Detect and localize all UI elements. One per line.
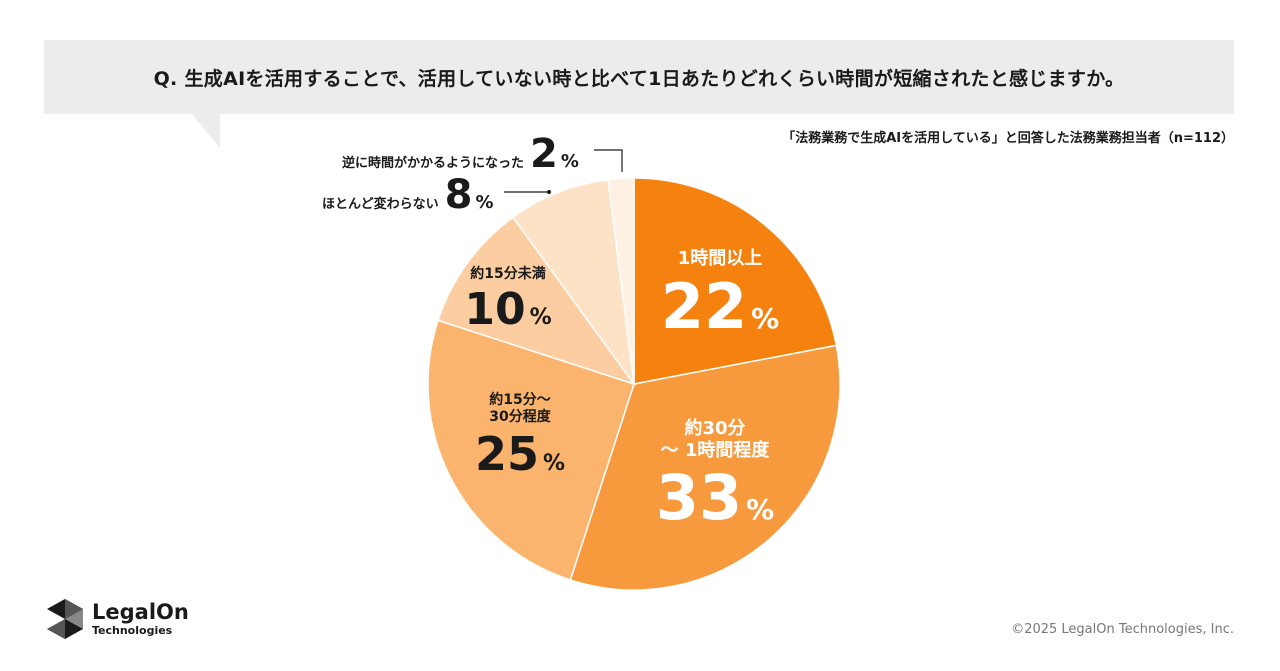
question-text: Q. 生成AIを活用することで、活用していない時と比べて1日あたりどれくらい時間… [153,67,1125,90]
pie-slice-4 [437,216,636,386]
slice-category: ほとんど変わらない [322,197,439,212]
slice-category-line1: 約15分～ [489,392,551,408]
pie-slice-2 [569,344,841,591]
slice-label-took-longer: 逆に時間がかかるようになった 2 % [342,134,579,174]
slice-value: 22% [660,269,780,343]
slice-category-line2: 30分程度 [489,408,551,425]
slice-label-no-change: ほとんど変わらない 8 % [322,175,494,215]
slice-category-line1: 約30分 [684,418,746,439]
slice-percent-sign: % [560,151,579,172]
slice-category-line2: ～ 1時間程度 [660,439,770,461]
company-logo: LegalOn Technologies [46,598,189,640]
slice-category: 1時間以上 [677,248,763,269]
slice-label-15m-30m: 約15分～ 30分程度 25% [445,392,595,478]
slice-label-30m-1h: 約30分 ～ 1時間程度 33% [630,418,800,530]
legalon-hexagon-logo-icon [47,599,83,639]
slice-percent-sign: % [475,192,494,213]
slice-value: 10% [464,283,552,335]
pie-slice-6 [607,177,635,385]
leader-dot-8 [547,190,551,194]
question-banner: Q. 生成AIを活用することで、活用していない時と比べて1日あたりどれくらい時間… [44,40,1234,114]
pie-slice-3 [427,319,635,581]
banner-tail [190,112,220,148]
logo-name: LegalOn [92,600,189,624]
leader-line-2 [594,149,623,172]
chart-subtitle: 「法務業務で生成AIを活用している」と回答した法務業務担当者（n=112） [782,131,1234,146]
slice-label-1h-plus: 1時間以上 22% [640,248,800,339]
slice-value: 25% [474,426,566,481]
slice-label-under-15m: 約15分未満 10% [438,266,578,333]
pie-slice-1 [633,177,838,385]
slice-value: 33% [655,461,775,535]
pie-slice-5 [511,178,635,385]
logo-subtitle: Technologies [92,624,173,637]
slice-value: 2 [530,131,558,177]
slice-category: 約15分未満 [470,266,546,282]
copyright: ©2025 LegalOn Technologies, Inc. [1011,622,1234,637]
slice-category: 逆に時間がかかるようになった [342,156,525,171]
slice-value: 8 [444,172,473,218]
